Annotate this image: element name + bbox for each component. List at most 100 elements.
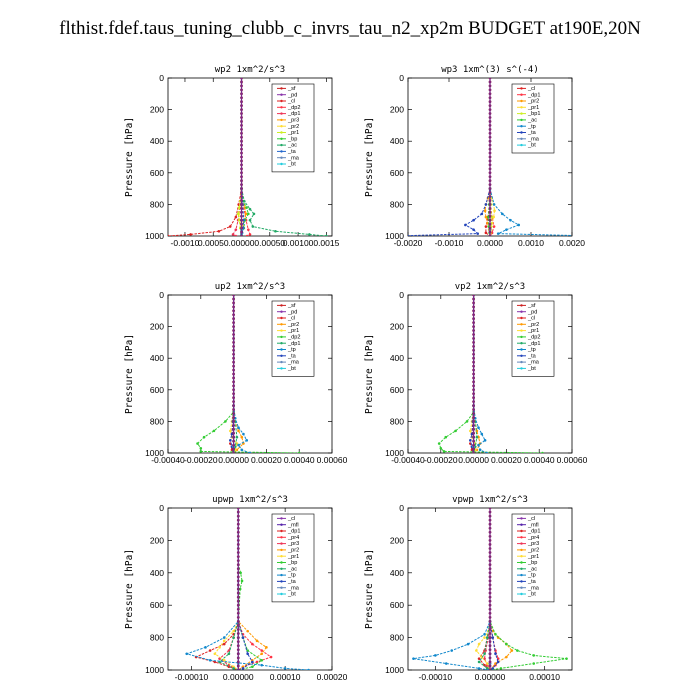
legend-label: _bp1 — [527, 111, 540, 117]
series-point-tp — [477, 426, 480, 430]
series-point-dp1 — [483, 663, 486, 667]
series-point-tp — [483, 633, 486, 636]
legend-label: _pr3 — [287, 541, 299, 547]
y-tick-label: 400 — [390, 568, 404, 578]
series-point-pr2 — [265, 646, 268, 649]
x-tick-label: -0.0010 — [171, 238, 200, 248]
series-point-pr1 — [232, 629, 235, 633]
zero-profile — [240, 78, 243, 236]
legend-label: _pr3 — [287, 118, 299, 124]
legend-label: _bp — [527, 560, 537, 566]
legend-marker — [520, 131, 523, 134]
zero-profile — [232, 295, 235, 453]
figure-title: flthist.fdef.taus_tuning_clubb_c_invrs_t… — [59, 18, 641, 39]
legend-marker — [280, 354, 283, 357]
series-point-dp2 — [196, 442, 199, 445]
x-tick-label: -0.00040 — [391, 455, 425, 465]
legend-label: _sf — [527, 303, 536, 309]
series-point-dp2 — [248, 233, 252, 236]
legend-marker — [520, 567, 523, 570]
legend-label: _pr2 — [287, 548, 299, 554]
series-point-dp2 — [202, 435, 206, 439]
series-point-ac — [243, 199, 246, 203]
x-tick-label: -0.00010 — [419, 672, 453, 682]
legend-label: _sf — [287, 86, 296, 92]
legend-marker — [520, 342, 523, 345]
legend-marker — [520, 304, 523, 307]
series-point-pr4 — [251, 642, 254, 646]
series-point-pr2 — [255, 639, 259, 643]
legend-marker — [520, 517, 523, 520]
y-tick-label: 200 — [390, 535, 404, 545]
x-tick-label: 0.00020 — [317, 672, 348, 682]
x-tick-label: 0.0000 — [477, 238, 503, 248]
zero-profile — [488, 78, 492, 236]
series-point-dp1 — [492, 225, 496, 228]
y-tick-label: 600 — [390, 168, 404, 178]
y-axis-label: Pressure [hPa] — [364, 549, 375, 629]
legend-label: _dp1 — [527, 92, 540, 98]
series-point-pr2 — [505, 655, 508, 659]
x-tick-label: 0.0010 — [518, 238, 544, 248]
series-line-tp — [413, 508, 491, 670]
series-point-ta — [229, 439, 232, 442]
series-line-bp — [489, 508, 567, 670]
y-axis-label: Pressure [hPa] — [124, 334, 135, 414]
series-point-cl — [217, 229, 221, 233]
x-tick-label: -0.00040 — [151, 455, 185, 465]
legend-label: _ta — [527, 353, 537, 359]
series-point-cl — [484, 231, 488, 235]
series-point-cl — [168, 234, 170, 236]
series-group — [437, 295, 544, 453]
y-tick-label: 200 — [150, 322, 164, 332]
series-point-tp — [185, 652, 189, 656]
legend-marker — [280, 529, 283, 533]
series-point-ac — [308, 233, 311, 236]
series-point-ta — [241, 667, 245, 670]
series-line-ac — [478, 508, 491, 670]
legend-label: _cl — [527, 316, 535, 322]
series-point-dp2 — [245, 234, 249, 236]
series-point-tp — [245, 439, 249, 442]
legend-marker — [280, 536, 283, 539]
series-point-tp — [478, 448, 482, 452]
series-point-bp — [565, 657, 568, 660]
legend-label: _dp2 — [527, 335, 540, 341]
legend-marker — [280, 150, 283, 153]
legend-label: _pd — [287, 309, 297, 315]
series-point-tp — [477, 667, 481, 670]
legend-marker — [280, 310, 283, 313]
legend-label: _dp1 — [527, 529, 540, 535]
legend-marker — [280, 567, 283, 570]
legend-marker — [520, 580, 523, 583]
legend-label: _pr1 — [287, 554, 299, 560]
panel-title: wp2 1xm^2/s^3 — [215, 65, 285, 75]
series-point-pr1 — [485, 662, 489, 665]
series-point-pr2 — [237, 429, 240, 433]
panel-title: up2 1xm^2/s^3 — [215, 282, 285, 292]
legend-label: _ma — [287, 585, 300, 591]
legend-label: _cl — [287, 316, 295, 322]
series-point-pr1 — [229, 429, 232, 433]
series-point-pr2 — [260, 652, 264, 656]
series-point-pr1 — [469, 429, 472, 433]
legend-marker — [280, 304, 283, 307]
legend-label: _bp — [287, 136, 297, 142]
y-tick-label: 1000 — [385, 665, 404, 675]
y-tick-label: 1000 — [385, 231, 404, 241]
legend-marker — [520, 536, 523, 539]
series-line-pr1 — [475, 508, 491, 670]
legend-label: _pr1 — [527, 105, 539, 111]
legend-label: _bt — [527, 143, 536, 149]
legend-marker — [280, 323, 283, 326]
x-tick-label: 0.00000 — [223, 672, 254, 682]
series-point-dp1 — [208, 649, 212, 652]
legend-marker — [520, 112, 523, 115]
series-point-tp — [237, 443, 240, 447]
series-line-dp1 — [194, 508, 239, 670]
legend-marker — [280, 517, 283, 520]
legend-label: _pr1 — [287, 328, 299, 334]
legend-label: _pr3 — [527, 541, 539, 547]
legend-label: _ma — [527, 585, 540, 591]
panel-wp2: wp2 1xm^2/s^3 Pressure [hPa] 0 200 400 600 800… — [124, 65, 340, 248]
